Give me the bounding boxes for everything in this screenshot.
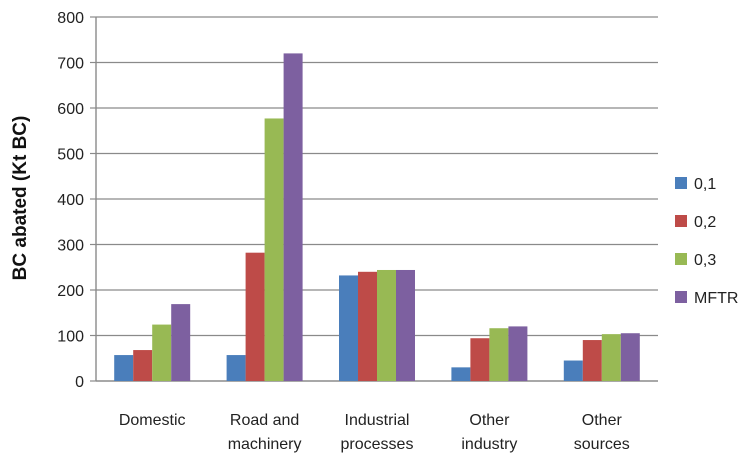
bar	[601, 334, 621, 381]
legend-label: 0,3	[694, 252, 716, 269]
x-axis-categories: Domestic Road and machinery Industrial proce…	[119, 412, 630, 453]
bar	[508, 326, 528, 381]
bar	[582, 340, 602, 381]
bar	[283, 53, 303, 382]
legend-label: 0,1	[694, 176, 716, 193]
bar	[133, 350, 153, 381]
bar	[114, 355, 134, 381]
y-tick-label: 300	[57, 238, 84, 255]
y-tick-label: 400	[57, 192, 84, 209]
x-category-label: sources	[574, 436, 630, 453]
x-category-label: Industrial	[345, 412, 410, 429]
bar	[489, 328, 509, 381]
x-category-label: industry	[461, 436, 517, 453]
x-category-label: Other	[469, 412, 510, 429]
legend-swatch	[675, 253, 687, 265]
x-category-label: processes	[341, 436, 414, 453]
x-category-label: machinery	[228, 436, 302, 453]
bar	[152, 324, 172, 381]
x-category-label: Other	[582, 412, 623, 429]
y-tick-label: 500	[57, 147, 84, 164]
legend-swatch	[675, 215, 687, 227]
bar	[451, 367, 471, 381]
legend-swatch	[675, 177, 687, 189]
bar	[264, 118, 284, 381]
bar	[245, 252, 265, 381]
legend: 0,1 0,2 0,3 MFTR	[675, 176, 738, 307]
y-axis-ticks: 0 100 200 300 400 500 600 700 800	[57, 10, 84, 391]
bar	[358, 271, 377, 381]
y-tick-label: 700	[57, 56, 84, 73]
y-tick-label: 100	[57, 329, 84, 346]
y-tick-label: 800	[57, 10, 84, 27]
bars	[114, 53, 640, 382]
bar	[226, 355, 246, 381]
bar	[377, 269, 396, 381]
y-tick-label: 0	[75, 374, 84, 391]
x-category-label: Domestic	[119, 412, 186, 429]
bar	[396, 269, 415, 381]
bar	[470, 338, 490, 381]
legend-swatch	[675, 291, 687, 303]
x-category-label: Road and	[230, 412, 299, 429]
legend-label: MFTR	[694, 290, 738, 307]
y-tick-label: 600	[57, 101, 84, 118]
legend-label: 0,2	[694, 214, 716, 231]
bar	[171, 304, 191, 381]
y-axis-label: BC abated (Kt BC)	[10, 116, 31, 281]
bar	[620, 333, 640, 381]
y-tick-label: 200	[57, 283, 84, 300]
bar	[339, 275, 358, 381]
bar	[563, 360, 583, 381]
